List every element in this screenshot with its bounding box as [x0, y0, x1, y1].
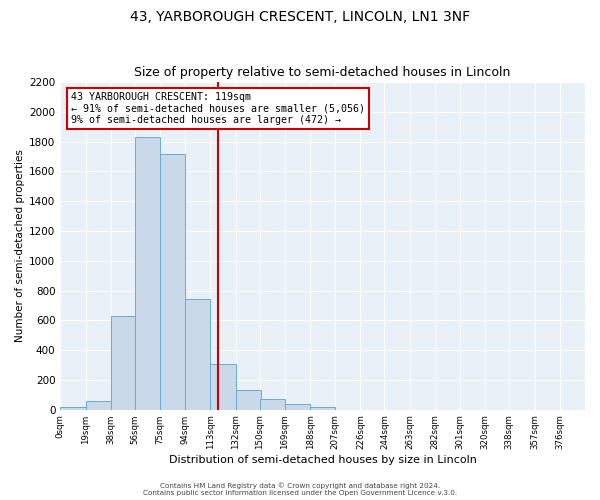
X-axis label: Distribution of semi-detached houses by size in Lincoln: Distribution of semi-detached houses by …: [169, 455, 476, 465]
Bar: [111, 316, 136, 410]
Text: Contains HM Land Registry data © Crown copyright and database right 2024.: Contains HM Land Registry data © Crown c…: [160, 482, 440, 489]
Bar: [260, 400, 285, 409]
Bar: [211, 364, 236, 410]
Bar: [86, 401, 111, 409]
Text: 43 YARBOROUGH CRESCENT: 119sqm
← 91% of semi-detached houses are smaller (5,056): 43 YARBOROUGH CRESCENT: 119sqm ← 91% of …: [71, 92, 365, 125]
Text: 43, YARBOROUGH CRESCENT, LINCOLN, LN1 3NF: 43, YARBOROUGH CRESCENT, LINCOLN, LN1 3N…: [130, 10, 470, 24]
Bar: [134, 137, 160, 409]
Text: Contains public sector information licensed under the Open Government Licence v.: Contains public sector information licen…: [143, 490, 457, 496]
Bar: [160, 154, 185, 410]
Title: Size of property relative to semi-detached houses in Lincoln: Size of property relative to semi-detach…: [134, 66, 511, 80]
Bar: [185, 300, 211, 410]
Bar: [236, 390, 261, 409]
Bar: [310, 408, 335, 410]
Y-axis label: Number of semi-detached properties: Number of semi-detached properties: [15, 150, 25, 342]
Bar: [285, 404, 310, 409]
Bar: [60, 408, 86, 410]
